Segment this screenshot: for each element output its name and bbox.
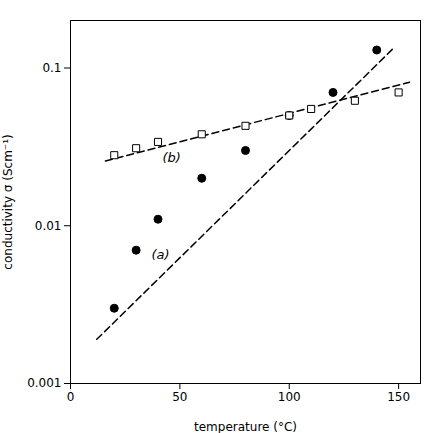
svg-text:150: 150 <box>387 390 410 404</box>
svg-text:temperature (°C): temperature (°C) <box>194 420 297 433</box>
svg-text:conductivity σ (Scm⁻¹): conductivity σ (Scm⁻¹) <box>1 134 15 269</box>
svg-text:0.1: 0.1 <box>42 61 61 75</box>
svg-text:0.001: 0.001 <box>27 376 61 390</box>
svg-text:100: 100 <box>278 390 301 404</box>
svg-text:(b): (b) <box>162 150 180 165</box>
svg-text:(a): (a) <box>151 247 169 262</box>
svg-text:0: 0 <box>67 390 75 404</box>
svg-text:0.01: 0.01 <box>35 219 62 233</box>
svg-text:50: 50 <box>172 390 187 404</box>
